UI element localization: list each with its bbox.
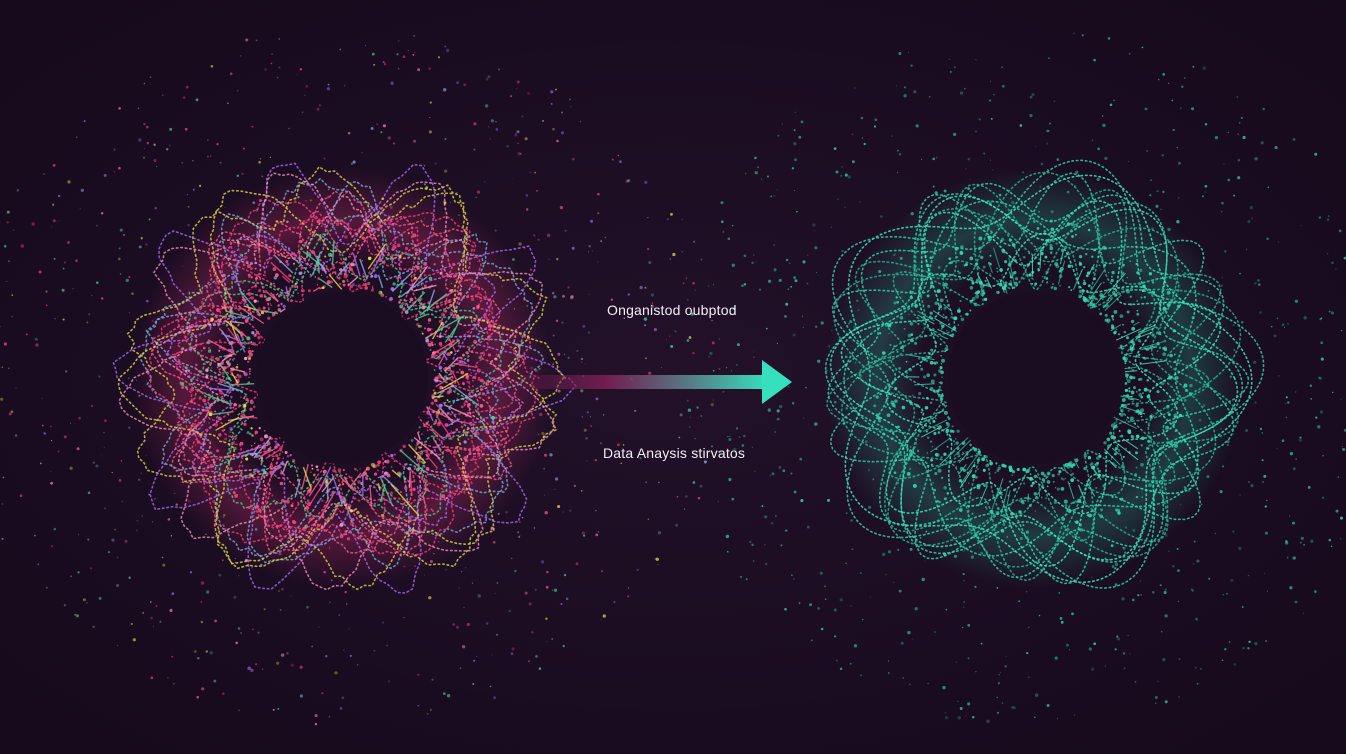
caption-bottom-label: Data Anaysis stirvatos (603, 445, 746, 461)
caption-top-label: Onganistod oubptod (607, 302, 737, 318)
chaotic-particle-ring (0, 35, 725, 726)
arrow-right-icon (520, 360, 792, 404)
organized-particle-ring (670, 32, 1346, 723)
